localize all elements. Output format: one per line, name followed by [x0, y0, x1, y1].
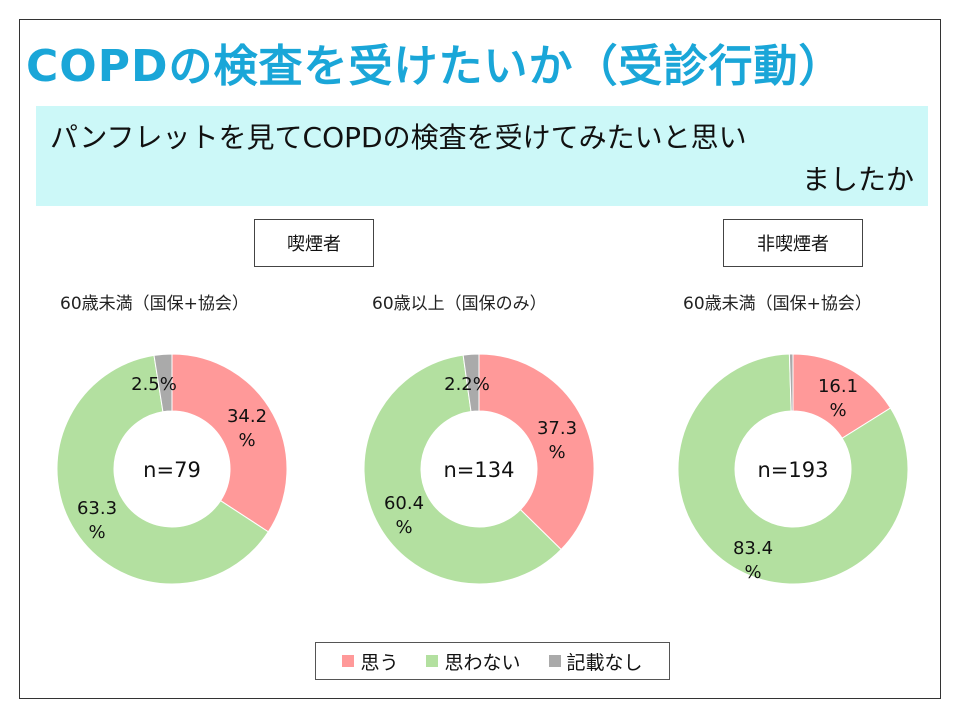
legend-item-no: 思わない: [426, 648, 521, 675]
group-label-nonsmokers: 非喫煙者: [723, 219, 863, 267]
legend-swatch-none: [548, 655, 561, 667]
chart-1-label-yes: 34.2%: [227, 406, 267, 451]
slide-frame: [19, 19, 941, 699]
chart-3-label-no: 83.4%: [733, 538, 773, 583]
chart-1-subtitle: 60歳未満（国保+協会）: [60, 294, 249, 314]
chart-3-label-yes: 16.1%: [818, 376, 858, 421]
question-line-2: ましたか: [801, 163, 914, 196]
legend-label-yes: 思う: [360, 651, 399, 674]
question-box: パンフレットを見てCOPDの検査を受けてみたいと思い ましたか: [36, 106, 928, 206]
chart-2-center-label: n=134: [444, 458, 515, 482]
group-label-smokers: 喫煙者: [254, 219, 374, 267]
chart-2-label-no: 60.4%: [384, 493, 424, 538]
legend-item-yes: 思う: [342, 648, 398, 675]
chart-3-slice-none: [788, 353, 794, 412]
legend-swatch-no: [426, 655, 439, 667]
chart-2-slice-no: [363, 354, 562, 585]
chart-2-label-none: 2.2%: [444, 374, 490, 395]
page-title: COPDの検査を受けたいか（受診行動）: [26, 41, 844, 92]
chart-2-subtitle: 60歳以上（国保のみ）: [372, 294, 547, 314]
chart-2-label-yes: 37.3%: [537, 418, 577, 463]
chart-2-slice-none: [462, 353, 480, 413]
chart-3-subtitle: 60歳未満（国保+協会）: [683, 294, 872, 314]
chart-3-center-label: n=193: [758, 458, 829, 482]
chart-1-slice-yes: [171, 353, 288, 533]
legend-item-none: 記載なし: [548, 648, 643, 675]
chart-1-label-none: 2.5%: [131, 374, 177, 395]
donut-chart-3: 16.1 % 83.4 % n=193: [677, 353, 909, 585]
legend-label-none: 記載なし: [566, 651, 643, 674]
chart-1-label-no: 63.3%: [77, 498, 117, 543]
chart-legend: 思う 思わない 記載なし: [315, 642, 670, 680]
legend-swatch-yes: [342, 655, 355, 667]
chart-2-slice-yes: [478, 353, 595, 551]
chart-1-slice-no: [56, 354, 270, 585]
question-line-1: パンフレットを見てCOPDの検査を受けてみたいと思い: [50, 121, 747, 154]
chart-1-center-label: n=79: [143, 458, 201, 482]
donut-chart-1: 34.2 % 63.3 % 2.5% n=79: [56, 353, 288, 585]
legend-label-no: 思わない: [444, 651, 521, 674]
donut-chart-2: 37.3 % 60.4 % 2.2% n=134: [363, 353, 595, 585]
chart-1-slice-none: [153, 353, 173, 413]
chart-3-slice-no: [677, 353, 909, 585]
